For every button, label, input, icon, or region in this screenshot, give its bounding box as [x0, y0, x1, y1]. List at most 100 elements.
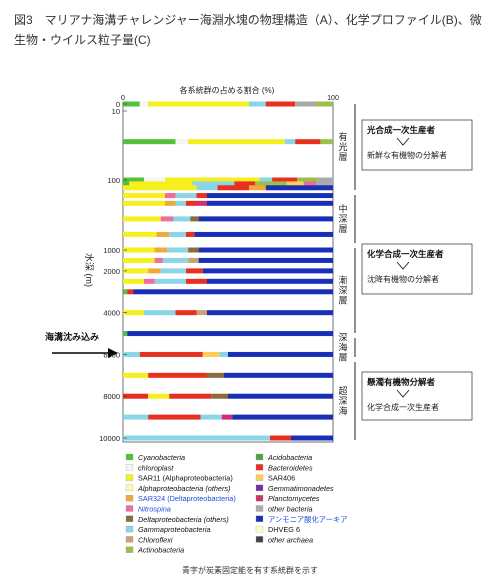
legend-swatch	[125, 505, 134, 512]
bar-segment	[196, 310, 207, 316]
y-tick-label: 0	[116, 100, 120, 109]
zone-box	[361, 371, 473, 421]
bar-segment	[316, 101, 333, 107]
bar-segment	[123, 200, 165, 206]
trench-label: 海溝沈み込み	[45, 331, 99, 342]
bar-segment	[127, 289, 134, 295]
y-tick-label: 10	[112, 107, 120, 116]
legend-item: SAR324 (Deltaproteobacteria)	[125, 494, 236, 503]
bar-segment	[228, 351, 333, 357]
bar-segment	[127, 331, 333, 337]
legend-swatch	[125, 484, 134, 492]
bar-segment	[165, 193, 176, 199]
bar-segment	[169, 393, 212, 399]
sample-bar	[123, 268, 333, 274]
bar-segment	[123, 231, 157, 237]
legend-item: Cyanobacteria	[125, 453, 185, 462]
bar-segment	[144, 310, 176, 316]
bar-segment	[196, 193, 207, 199]
bar-segment	[188, 247, 199, 253]
bar-segment	[139, 351, 203, 357]
bar-segment	[175, 310, 197, 316]
legend-label: SAR324 (Deltaproteobacteria)	[138, 494, 236, 503]
legend-item: Deltaproteobacteria (others)	[125, 515, 229, 524]
legend-item: Bacteroidetes	[255, 463, 313, 472]
bar-segment	[217, 185, 249, 191]
zone-box	[361, 119, 473, 171]
bar-segment	[188, 139, 285, 145]
sample-bar	[123, 101, 333, 107]
sample-bar	[123, 331, 333, 337]
sample-bar	[123, 435, 333, 441]
legend-swatch	[255, 495, 264, 502]
legend-item: Gemmatimonadetes	[255, 484, 334, 493]
legend-item: SAR406	[255, 474, 295, 483]
sample-bar	[123, 177, 333, 183]
bar-segment	[270, 435, 291, 441]
bar-segment	[249, 185, 266, 191]
legend-label: chloroplast	[138, 463, 174, 472]
y-axis-title: 水深 (m)	[84, 253, 95, 287]
legend-swatch	[255, 505, 264, 512]
bar-segment	[123, 331, 128, 337]
bar-segment	[123, 181, 130, 187]
x-axis-title: 各系統群の占める割合 (%)	[180, 85, 275, 95]
legend-label: Cyanobacteria	[138, 453, 185, 462]
sample-bar	[123, 393, 333, 399]
zone-label: 超深海	[338, 385, 347, 416]
zone-box-chevron-icon	[396, 137, 410, 146]
bar-segment	[139, 101, 149, 107]
bar-segment	[123, 278, 144, 284]
bar-segment	[148, 268, 161, 274]
legend-item: Gammaproteobacteria	[125, 525, 211, 534]
legend-label: Acidobacteria	[267, 453, 312, 462]
bar-segment	[196, 185, 218, 191]
legend-item: DHVEG 6	[255, 525, 300, 534]
bar-segment	[175, 193, 197, 199]
sample-bar	[123, 257, 333, 263]
bar-segment	[123, 351, 140, 357]
bar-segment	[123, 139, 176, 145]
bar-segment	[123, 177, 144, 183]
legend-label: Bacteroidetes	[268, 463, 313, 472]
footnote: 青字が炭素固定能を有す系統群を示す	[182, 566, 318, 575]
legend-swatch	[125, 515, 134, 522]
bar-segment	[249, 101, 266, 107]
bar-segment	[200, 414, 222, 420]
legend-swatch	[125, 495, 134, 502]
bar-segment	[123, 268, 149, 274]
zone-box-title: 懸濁有機物分解者	[367, 377, 436, 387]
sample-bar	[123, 372, 333, 378]
legend-item: Actinobacteria	[125, 546, 184, 555]
sample-bar	[123, 216, 333, 222]
bar-segment	[265, 101, 296, 107]
zone-label: 深海層	[338, 333, 347, 363]
bar-segment	[255, 181, 287, 187]
bar-segment	[207, 278, 333, 284]
y-tick-label: 2000	[103, 267, 120, 276]
sample-bar	[123, 310, 333, 316]
bar-segment	[198, 247, 333, 253]
bar-segment	[148, 393, 170, 399]
bar-segment	[265, 185, 333, 191]
bar-segment	[160, 268, 186, 274]
bar-segment	[198, 257, 333, 263]
legend-item: chloroplast	[125, 463, 174, 472]
bar-segment	[207, 200, 333, 206]
zone-box-title: 化学合成一次生産者	[367, 249, 444, 259]
bar-segment	[133, 289, 333, 295]
bar-segment	[221, 414, 233, 420]
x-ticks-group: 0 100	[121, 95, 339, 102]
bar-segment	[173, 216, 191, 222]
bar-segment	[144, 177, 165, 183]
bar-segment	[148, 101, 249, 107]
bar-segment	[272, 177, 298, 183]
legend-label: Gemmatimonadetes	[268, 484, 334, 493]
bar-segment	[123, 414, 149, 420]
legend-swatch	[255, 464, 264, 471]
bar-segment	[316, 181, 333, 187]
legend-label: Planctomycetes	[268, 494, 320, 503]
bar-segment	[286, 181, 304, 187]
